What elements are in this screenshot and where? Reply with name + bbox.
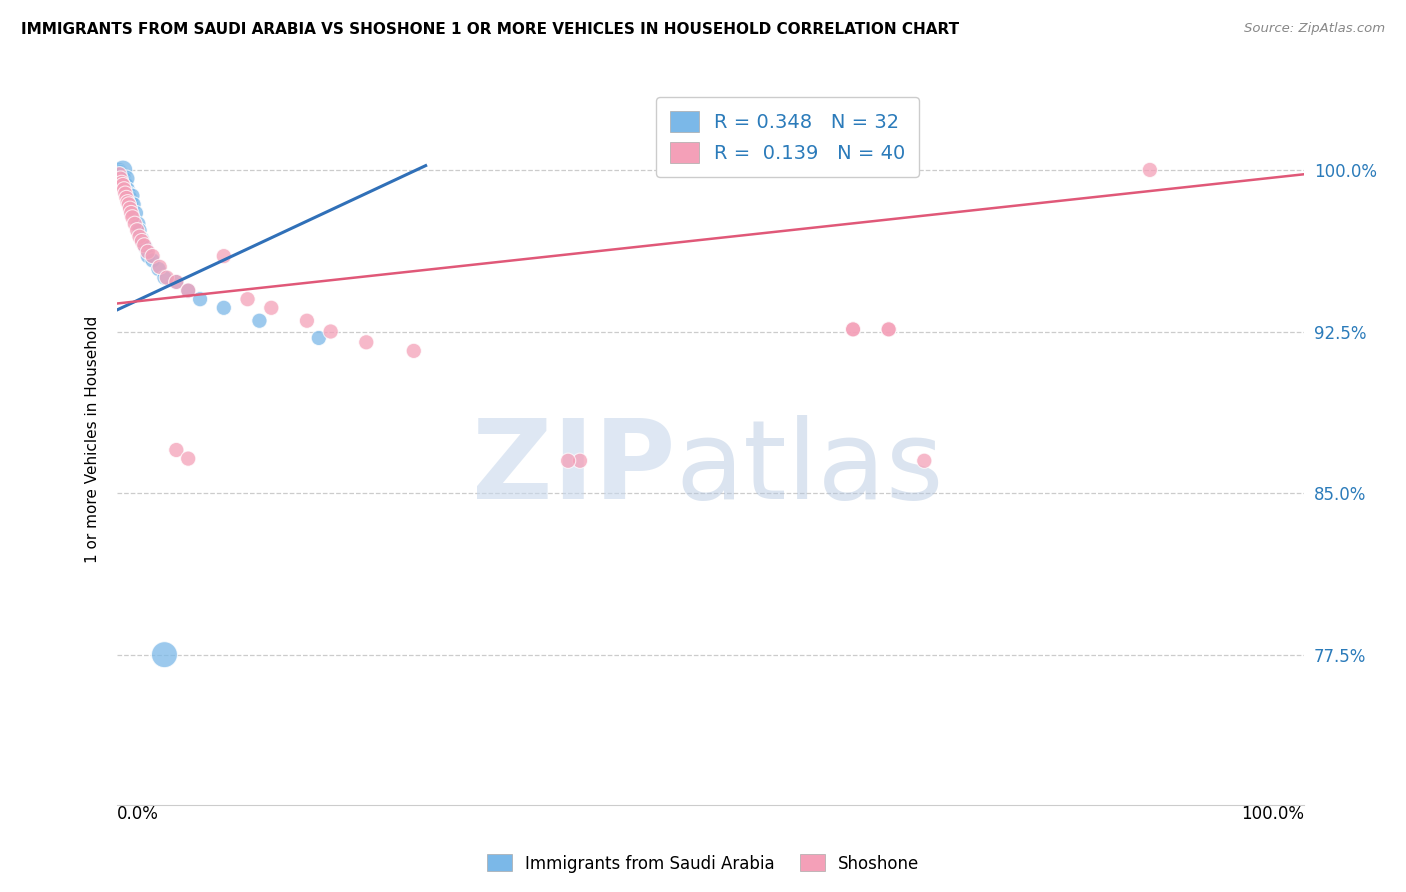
Point [115,191,138,205]
Y-axis label: 1 or more Vehicles in Household: 1 or more Vehicles in Household [86,316,100,563]
Point [121,211,143,225]
Point [236,292,259,306]
Text: 0.0%: 0.0% [117,805,159,823]
Point [142,249,165,263]
Point [118,197,141,211]
Legend: R = 0.348   N = 32, R =  0.139   N = 40: R = 0.348 N = 32, R = 0.139 N = 40 [657,97,920,177]
Point [131,234,153,248]
Point [136,244,159,259]
Point [148,262,170,277]
Point [165,275,187,289]
Point [111,163,134,178]
Point [842,322,865,336]
Point [877,322,900,336]
Point [128,229,150,244]
Point [120,195,142,210]
Point [212,301,235,315]
Point [188,292,211,306]
Point [877,322,900,336]
Point [153,270,176,285]
Text: IMMIGRANTS FROM SAUDI ARABIA VS SHOSHONE 1 OR MORE VEHICLES IN HOUSEHOLD CORRELA: IMMIGRANTS FROM SAUDI ARABIA VS SHOSHONE… [21,22,959,37]
Point [115,171,138,186]
Point [114,186,136,201]
Point [912,454,935,468]
Point [127,217,149,231]
Point [134,240,156,254]
Point [112,171,135,186]
Point [108,163,131,178]
Point [132,236,155,251]
Point [177,284,200,298]
Point [1139,163,1161,178]
Point [308,331,330,345]
Point [260,301,283,315]
Point [356,335,378,350]
Point [177,451,200,466]
Point [111,178,134,192]
Text: ZIP: ZIP [471,415,675,522]
Text: Source: ZipAtlas.com: Source: ZipAtlas.com [1244,22,1385,36]
Point [295,314,318,328]
Point [177,284,200,298]
Point [117,195,139,210]
Point [111,176,134,190]
Point [127,223,149,237]
Point [153,648,176,662]
Point [111,167,134,181]
Point [115,178,138,192]
Point [125,206,148,220]
Point [128,223,150,237]
Point [156,270,179,285]
Point [110,165,132,179]
Point [249,314,271,328]
Point [319,325,342,339]
Legend: Immigrants from Saudi Arabia, Shoshone: Immigrants from Saudi Arabia, Shoshone [479,847,927,880]
Point [121,188,143,202]
Point [569,454,592,468]
Point [117,182,139,196]
Point [165,275,187,289]
Text: atlas: atlas [675,415,943,522]
Point [134,238,156,252]
Point [120,206,142,220]
Point [112,182,135,196]
Point [124,217,146,231]
Point [118,186,141,201]
Point [842,322,865,336]
Point [131,232,153,246]
Point [142,253,165,268]
Point [110,171,132,186]
Point [212,249,235,263]
Point [136,249,159,263]
Point [557,454,579,468]
Point [108,167,131,181]
Point [402,343,425,358]
Point [114,176,136,190]
Point [111,169,134,184]
Text: 100.0%: 100.0% [1241,805,1305,823]
Point [118,202,141,216]
Point [118,191,141,205]
Point [165,442,187,457]
Point [122,197,145,211]
Point [149,260,172,274]
